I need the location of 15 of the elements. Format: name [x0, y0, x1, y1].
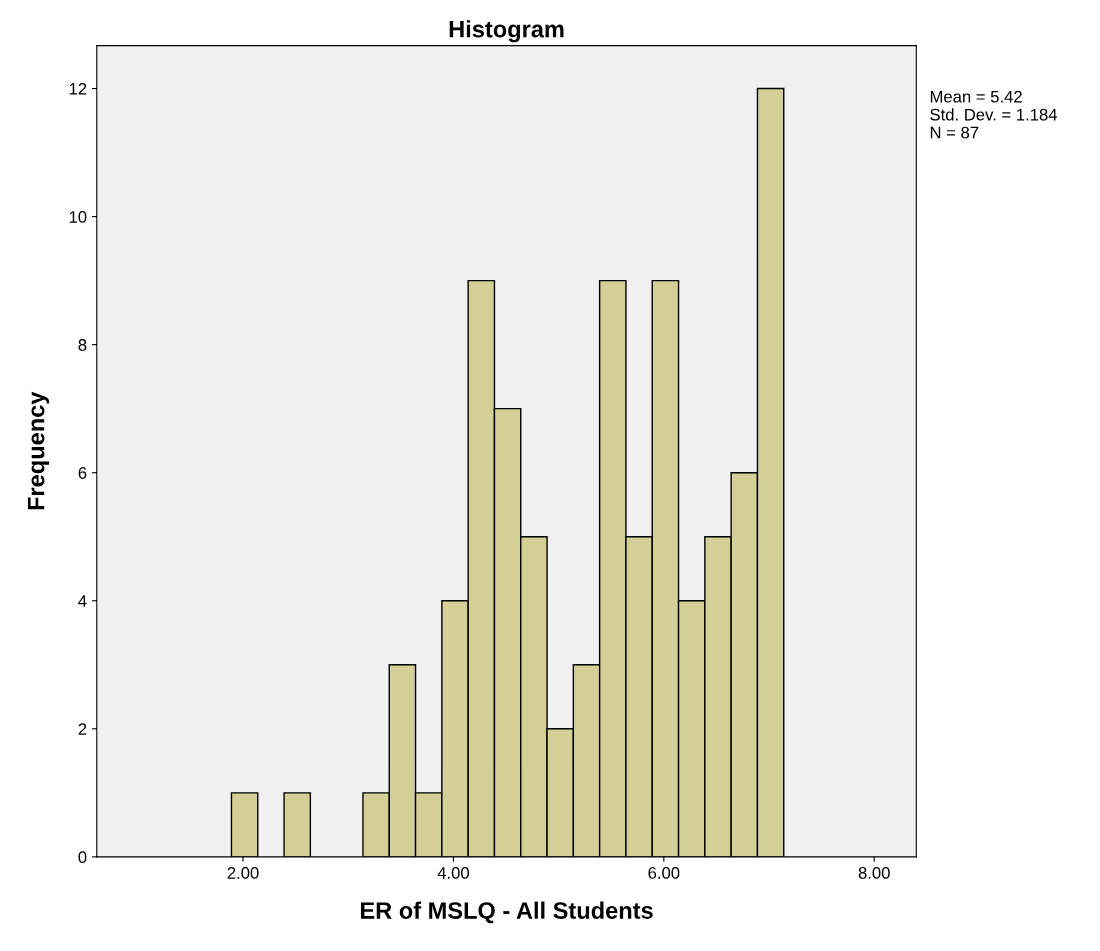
x-tick-label: 8.00 — [858, 867, 890, 879]
x-tick-label: 2.00 — [227, 867, 259, 879]
chart-title: Histogram — [449, 20, 564, 43]
y-tick-label: 10 — [69, 211, 87, 223]
y-tick-label: 12 — [69, 82, 87, 95]
y-tick-label: 8 — [78, 339, 87, 351]
x-axis-title: ER of MSLQ - All Students — [361, 901, 653, 924]
y-tick-label: 2 — [78, 723, 87, 735]
y-tick-label: 4 — [78, 595, 87, 607]
y-tick-label: 0 — [78, 851, 87, 864]
x-tick-label: 6.00 — [648, 867, 680, 879]
y-axis-title: Frequency — [27, 391, 50, 510]
x-tick-label: 4.00 — [437, 867, 469, 879]
y-tick-label: 6 — [78, 467, 87, 479]
text: Mean = 5.42 Std. Dev. = 1.184 N = 87 — [930, 90, 1058, 139]
